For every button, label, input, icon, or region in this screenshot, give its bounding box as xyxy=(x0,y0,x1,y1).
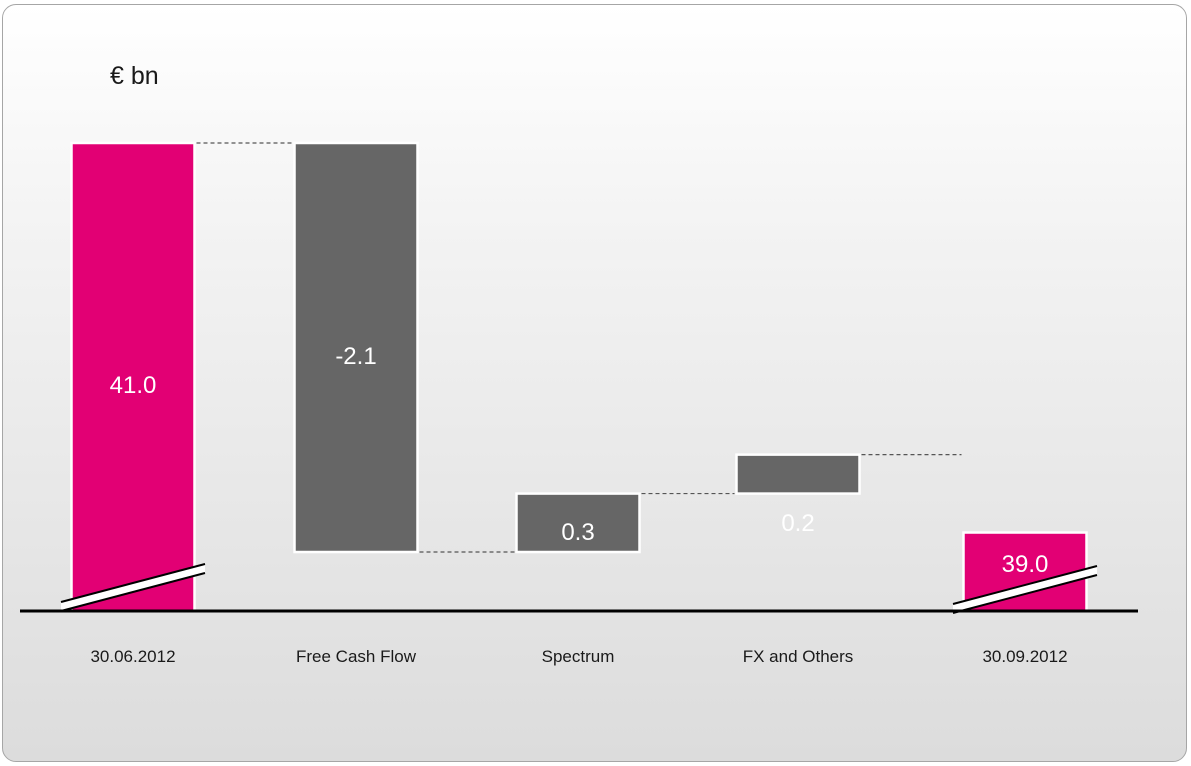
connector-lines xyxy=(196,142,962,553)
axis-break-line xyxy=(60,572,206,612)
value-label: 0.2 xyxy=(781,510,814,537)
value-label: 39.0 xyxy=(1002,551,1049,578)
chart-frame xyxy=(2,4,1187,762)
axis-break-mark xyxy=(61,564,205,611)
bar-spectrum: 0.3 xyxy=(515,492,641,554)
category-label: FX and Others xyxy=(743,647,854,666)
bar-rect xyxy=(70,141,196,613)
category-label: 30.09.2012 xyxy=(982,647,1067,666)
bars: 41.0 -2.1 0.3 0.2 39.0 xyxy=(70,141,1088,613)
bar-fx-and-others: 0.2 xyxy=(735,453,861,537)
bar-rect xyxy=(735,453,861,495)
axis-breaks xyxy=(60,563,1098,614)
axis-break-line xyxy=(952,574,1098,614)
bar-30-06-2012: 41.0 xyxy=(70,141,196,613)
bar-rect xyxy=(515,492,641,554)
axis-break-mark xyxy=(953,566,1097,613)
bar-free-cash-flow: -2.1 xyxy=(293,141,419,554)
value-label: 0.3 xyxy=(561,519,594,546)
category-label: 30.06.2012 xyxy=(90,647,175,666)
bar-30-09-2012: 39.0 xyxy=(962,531,1088,613)
category-label: Free Cash Flow xyxy=(296,647,417,666)
category-label: Spectrum xyxy=(542,647,615,666)
value-label: -2.1 xyxy=(335,343,376,370)
category-labels: 30.06.2012 Free Cash Flow Spectrum FX and O… xyxy=(90,647,1067,666)
axis-break-line xyxy=(60,563,206,603)
value-label: 41.0 xyxy=(110,372,157,399)
bar-rect xyxy=(293,141,419,554)
axis-break-line xyxy=(952,565,1098,605)
unit-label: € bn xyxy=(110,62,159,90)
